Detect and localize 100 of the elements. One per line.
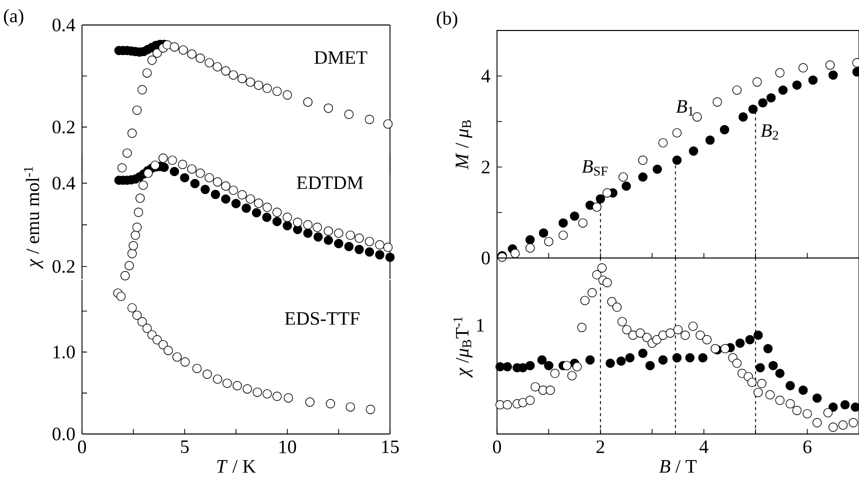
point	[383, 119, 393, 129]
point	[666, 328, 675, 338]
point	[538, 228, 548, 238]
annotation: EDS-TTF	[284, 312, 360, 325]
point	[303, 97, 313, 107]
text: (a)	[4, 9, 24, 26]
point	[502, 362, 512, 372]
point	[602, 188, 612, 198]
x-tick-label: 4	[700, 440, 708, 453]
y-tick-label: 0.2	[52, 120, 74, 134]
y-tick-label: 0.4	[52, 176, 76, 190]
point	[720, 125, 730, 134]
point	[738, 112, 748, 122]
point	[344, 242, 354, 252]
point	[383, 242, 393, 252]
x-tick-label: 2	[596, 440, 604, 454]
point	[170, 166, 180, 176]
point	[502, 400, 512, 410]
point	[825, 60, 835, 70]
point	[116, 292, 126, 302]
point	[525, 235, 535, 244]
x-tick-label: 0	[492, 440, 502, 454]
point	[164, 346, 173, 356]
point	[546, 386, 555, 395]
point	[592, 202, 602, 212]
point	[850, 402, 859, 412]
point	[221, 194, 230, 204]
point	[747, 378, 757, 388]
point	[768, 360, 778, 370]
point	[272, 216, 282, 226]
point	[812, 393, 822, 403]
point	[838, 420, 848, 430]
point	[828, 402, 838, 412]
point	[324, 236, 334, 245]
point	[305, 397, 315, 407]
point	[763, 344, 773, 354]
point	[616, 356, 626, 366]
point	[242, 204, 251, 213]
text: (b)	[436, 11, 458, 29]
y-axis-title: M / μ$_{B}$	[456, 120, 472, 170]
point	[606, 358, 615, 368]
x-tick-label: 5	[181, 440, 189, 454]
point	[570, 211, 580, 221]
point	[282, 221, 292, 230]
annotation: B$_{2}$	[760, 124, 778, 140]
y-tick-label: 0.2	[52, 260, 74, 273]
point	[720, 344, 730, 354]
point	[596, 194, 606, 204]
point	[754, 388, 763, 398]
y-tick-label: 0.0	[52, 428, 75, 440]
point	[775, 368, 785, 378]
y-tick-label: 2	[482, 160, 490, 174]
point	[143, 168, 153, 178]
point	[622, 181, 631, 191]
point	[180, 173, 190, 182]
point	[597, 263, 607, 273]
point	[324, 226, 334, 236]
y-tick-label: 4	[481, 70, 490, 82]
point	[698, 353, 708, 362]
point	[180, 357, 190, 367]
point	[364, 247, 374, 257]
point	[688, 146, 698, 156]
x-tick-label: 0	[78, 440, 86, 454]
point	[170, 42, 180, 52]
point	[252, 208, 262, 218]
point	[732, 358, 742, 368]
point	[692, 112, 702, 122]
point	[210, 190, 220, 200]
point	[544, 360, 554, 370]
point	[284, 393, 294, 403]
point	[602, 278, 612, 288]
x-axis-title: T / K	[217, 460, 256, 473]
point	[792, 80, 802, 90]
point	[385, 252, 395, 262]
point	[190, 178, 200, 188]
point	[572, 362, 582, 372]
text: 1	[477, 318, 484, 332]
point	[685, 353, 695, 362]
x-axis-title: B / T	[659, 460, 697, 473]
annotation: B$_{SF}$	[582, 160, 608, 176]
x-tick-label: 15	[382, 440, 399, 454]
point	[786, 381, 795, 390]
point	[525, 360, 535, 370]
point	[638, 172, 648, 182]
annotation: DMET	[314, 51, 368, 64]
point	[840, 400, 850, 410]
point	[510, 248, 520, 258]
point	[375, 250, 384, 260]
x-tick-label: 10	[280, 440, 296, 454]
point	[672, 353, 682, 362]
y-axis-title: χ /μ$_{B}$T$^{-1}$	[453, 316, 472, 378]
point	[364, 236, 374, 246]
annotation: B$_{1}$	[676, 100, 694, 116]
y-tick-label: 1.0	[53, 346, 75, 359]
point	[705, 136, 715, 145]
point	[766, 93, 776, 102]
point	[354, 244, 364, 254]
point	[756, 363, 765, 372]
annotation: EDTDM	[296, 176, 364, 189]
point	[537, 355, 547, 365]
